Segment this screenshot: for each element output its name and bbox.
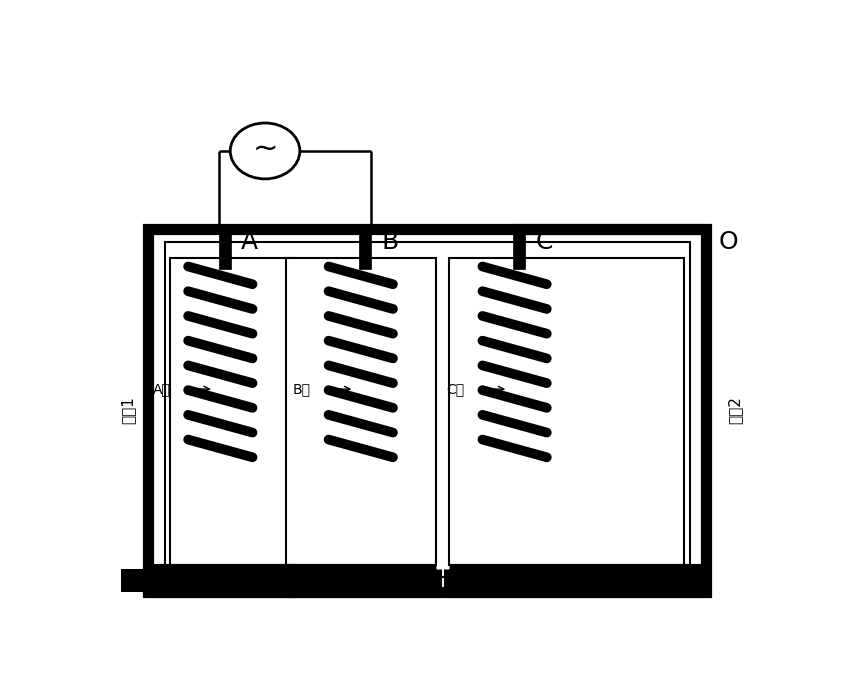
- Bar: [359, 228, 371, 269]
- Bar: [170, 258, 295, 565]
- Bar: [165, 242, 690, 577]
- Bar: [219, 228, 231, 269]
- Text: ~: ~: [252, 135, 278, 164]
- Bar: [513, 228, 526, 269]
- Bar: [287, 569, 436, 592]
- Text: C: C: [535, 230, 552, 254]
- Bar: [449, 569, 707, 592]
- Text: C柱: C柱: [446, 382, 465, 396]
- Text: B: B: [381, 230, 399, 254]
- Text: 旁轭2: 旁轭2: [727, 396, 742, 424]
- Text: B柱: B柱: [293, 382, 311, 396]
- Bar: [287, 258, 436, 565]
- Bar: [449, 258, 684, 565]
- Text: O: O: [719, 230, 738, 254]
- Bar: [148, 229, 707, 592]
- Text: A柱: A柱: [153, 382, 170, 396]
- Text: A: A: [241, 230, 258, 254]
- Bar: [121, 569, 322, 592]
- Text: 旁轭1: 旁轭1: [121, 396, 135, 424]
- Bar: [148, 229, 707, 592]
